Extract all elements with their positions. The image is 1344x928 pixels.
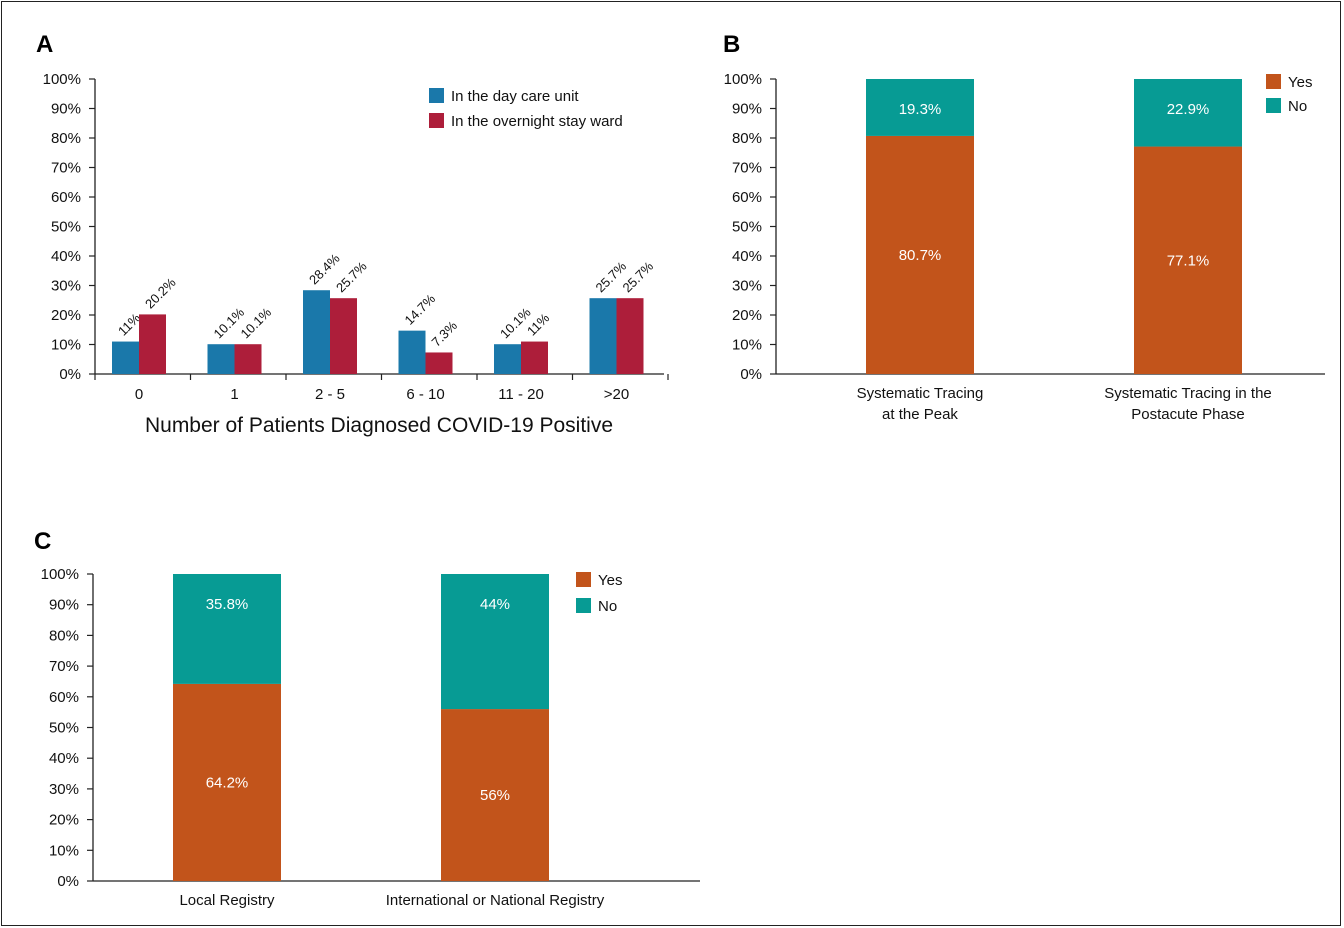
legend-label: In the day care unit [451,88,579,105]
y-tick-label: 70% [49,658,79,675]
y-tick-label: 90% [51,101,81,118]
x-tick-label: Systematic Tracing in the [1104,385,1272,402]
y-tick-label: 60% [51,189,81,206]
y-tick-label: 100% [724,71,762,88]
segment-label: 80.7% [899,247,942,264]
segment-label: 56% [480,787,510,804]
y-tick-label: 60% [732,189,762,206]
bar-overnight [139,314,166,374]
y-tick-label: 10% [49,842,79,859]
segment-label: 64.2% [206,774,249,791]
x-tick-label: Local Registry [179,892,275,909]
bar-day-care [494,344,521,374]
bar-overnight [234,344,262,374]
x-tick-label: 0 [135,386,143,403]
y-tick-label: 0% [740,366,762,383]
y-tick-label: 30% [732,278,762,295]
bar-overnight [521,341,548,374]
y-tick-label: 10% [732,337,762,354]
data-label: 7.3% [429,318,461,350]
data-label: 20.2% [142,275,179,312]
stacked-bar-yes [1134,146,1242,374]
data-label: 14.7% [402,291,439,328]
panel-label-b: B [723,31,740,58]
x-tick-label: 6 - 10 [406,386,444,403]
segment-label: 19.3% [899,101,942,118]
legend-swatch [576,572,591,587]
y-tick-label: 100% [41,566,79,583]
x-tick-label: 11 - 20 [498,386,544,403]
legend-label: Yes [598,572,622,589]
y-tick-label: 90% [49,597,79,614]
y-tick-label: 20% [49,812,79,829]
x-tick-label: 2 - 5 [315,386,345,403]
y-tick-label: 30% [51,278,81,295]
bar-day-care [112,341,139,374]
legend-swatch [1266,74,1281,89]
panel-label-c: C [34,528,51,555]
panel-label-a: A [36,31,53,58]
y-tick-label: 50% [49,720,79,737]
y-tick-label: 0% [57,873,79,890]
y-tick-label: 100% [43,71,81,88]
panel-b: B 0% 10% 20% 30% 40% 50% 60% 70% 80% 90% 100% 80.7% 1… [723,31,1325,423]
legend-label: In the overnight stay ward [451,113,623,130]
bar-overnight [330,298,357,374]
y-tick-label: 80% [732,130,762,147]
data-label: 10.1% [238,304,275,341]
y-tick-label: 80% [49,627,79,644]
segment-label: 44% [480,596,510,613]
stacked-bar-no [173,574,281,684]
bar-day-care [589,298,617,374]
y-tick-label: 30% [49,781,79,798]
bar-overnight [616,298,644,374]
stacked-bar-no [441,574,549,710]
legend-swatch [1266,98,1281,113]
stacked-bar-yes [173,683,281,881]
legend-label: Yes [1288,74,1312,91]
y-tick-label: 10% [51,337,81,354]
segment-label: 22.9% [1167,101,1210,118]
bar-day-care [207,344,235,374]
y-tick-label: 90% [732,101,762,118]
y-tick-label: 70% [51,160,81,177]
y-tick-label: 60% [49,689,79,706]
segment-label: 77.1% [1167,252,1210,269]
stacked-bar-yes [441,709,549,881]
legend-swatch [576,598,591,613]
x-tick-label: Postacute Phase [1131,406,1244,423]
x-tick-label: Systematic Tracing [857,385,984,402]
x-tick-label: International or National Registry [386,892,605,909]
y-tick-label: 50% [51,219,81,236]
x-tick-label: at the Peak [882,406,958,423]
y-tick-label: 20% [51,307,81,324]
legend-label: No [598,598,617,615]
stacked-bar-no [866,79,974,136]
x-axis-title: Number of Patients Diagnosed COVID-19 Po… [145,414,613,437]
bar-day-care [398,330,426,374]
bar-overnight [425,352,453,374]
y-tick-label: 20% [732,307,762,324]
x-tick-label: >20 [604,386,629,403]
data-label: 25.7% [620,258,657,295]
bar-day-care [303,290,330,374]
y-tick-label: 40% [51,248,81,265]
y-tick-label: 0% [59,366,81,383]
y-tick-label: 50% [732,219,762,236]
legend-swatch [429,113,444,128]
panel-c: C 0% 10% 20% 30% 40% 50% 60% 70% 80% 90% 100% 64.2% 3… [34,528,700,909]
y-tick-label: 80% [51,130,81,147]
x-tick-label: 1 [230,386,238,403]
segment-label: 35.8% [206,596,249,613]
y-tick-label: 40% [732,248,762,265]
stacked-bar-yes [866,135,974,374]
legend-label: No [1288,98,1307,115]
y-tick-label: 70% [732,160,762,177]
panel-a: A0%10%20%30%40%50%60%70%80%90%100%11%20.… [36,31,669,437]
y-tick-label: 40% [49,750,79,767]
stacked-bar-no [1134,79,1242,147]
legend-swatch [429,88,444,103]
